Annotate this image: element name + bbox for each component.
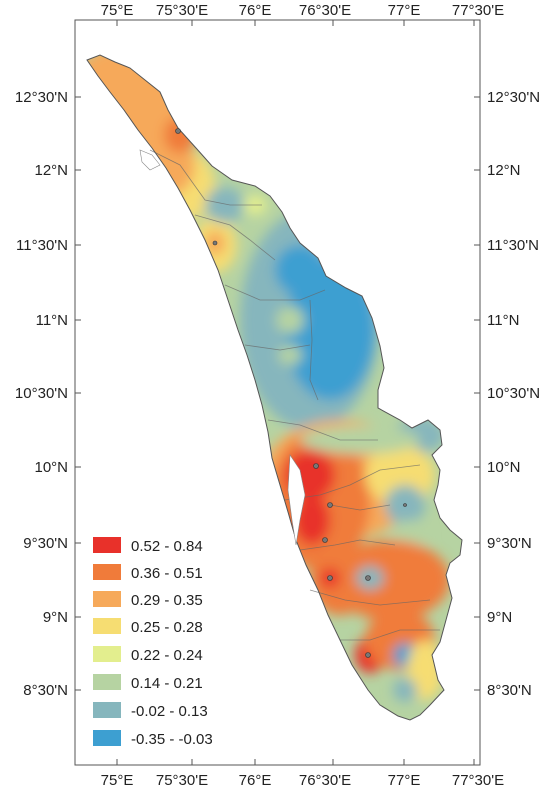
station-marker <box>327 575 333 581</box>
zone-palakkad-blue <box>285 260 375 400</box>
station-marker <box>313 463 319 469</box>
station-markers <box>175 128 407 658</box>
zone-wayanad-teal <box>205 187 245 223</box>
backwaters <box>139 149 306 546</box>
zone-south-teal <box>393 678 417 702</box>
legend-label-6: -0.02 - 0.13 <box>131 703 208 720</box>
x-tick-label: 77°E <box>388 2 421 19</box>
x-tick-labels-top: 75°E 75°30'E 76°E 76°30'E 77°E 77°30'E <box>101 2 504 19</box>
y-tick-label: 11°30'N <box>16 237 68 254</box>
district-boundaries <box>149 149 440 641</box>
legend-label-2: 0.29 - 0.35 <box>131 592 203 609</box>
zone-central-green <box>276 306 304 334</box>
x-tick-label: 75°E <box>101 2 134 19</box>
y-tick-label: 9°30'N <box>23 535 68 552</box>
frame-ticks <box>75 20 480 765</box>
zone-central-green-2 <box>278 345 302 365</box>
x-tick-label: 75°E <box>101 772 134 789</box>
station-marker <box>365 575 371 581</box>
legend-label-5: 0.14 - 0.21 <box>131 675 203 692</box>
y-tick-labels-right: 12°30'N 12°N 11°30'N 11°N 10°30'N 10°N 9… <box>487 89 540 699</box>
y-tick-labels-left: 12°30'N 12°N 11°30'N 11°N 10°30'N 10°N 9… <box>15 89 68 699</box>
y-tick-label: 9°N <box>43 609 68 626</box>
legend-swatch-7 <box>93 730 121 746</box>
legend-label-1: 0.36 - 0.51 <box>131 565 203 582</box>
y-tick-label: 12°N <box>487 162 521 179</box>
y-tick-label: 10°N <box>34 459 68 476</box>
station-marker <box>212 240 218 246</box>
station-marker <box>327 502 333 508</box>
legend-swatch-3 <box>93 618 121 634</box>
x-tick-label: 77°E <box>388 772 421 789</box>
station-marker <box>322 537 328 543</box>
y-tick-label: 11°N <box>36 312 68 329</box>
legend-swatch-5 <box>93 674 121 690</box>
x-tick-label: 77°30'E <box>452 2 504 19</box>
legend-swatch-6 <box>93 702 121 718</box>
zone-alappuzha-red <box>294 495 330 545</box>
zone-kottayam-orange <box>310 545 370 615</box>
x-tick-label: 76°30'E <box>299 2 351 19</box>
station-marker <box>403 503 407 507</box>
y-tick-label: 12°N <box>34 162 68 179</box>
x-tick-label: 76°E <box>239 2 272 19</box>
legend-label-7: -0.35 - -0.03 <box>131 731 213 748</box>
legend-swatch-2 <box>93 591 121 607</box>
x-tick-label: 77°30'E <box>452 772 504 789</box>
y-tick-label: 11°N <box>487 312 519 329</box>
legend: 0.52 - 0.84 0.36 - 0.51 0.29 - 0.35 0.25… <box>93 537 213 748</box>
legend-label-0: 0.52 - 0.84 <box>131 538 203 555</box>
kerala-outline <box>86 54 463 721</box>
y-tick-label: 10°30'N <box>15 385 68 402</box>
x-tick-label: 76°E <box>239 772 272 789</box>
y-tick-label: 9°N <box>487 609 512 626</box>
legend-swatch-0 <box>93 537 121 553</box>
y-tick-label: 8°30'N <box>487 682 532 699</box>
y-tick-label: 10°N <box>487 459 521 476</box>
x-tick-labels-bottom: 75°E 75°30'E 76°E 76°30'E 77°E 77°30'E <box>101 772 504 789</box>
station-marker <box>175 128 181 134</box>
y-tick-label: 11°30'N <box>487 237 539 254</box>
y-tick-label: 12°30'N <box>15 89 68 106</box>
y-tick-label: 10°30'N <box>487 385 540 402</box>
legend-swatch-1 <box>93 564 121 580</box>
x-tick-label: 75°30'E <box>156 772 208 789</box>
station-marker <box>365 652 371 658</box>
zone-blue-north <box>275 245 325 295</box>
legend-label-3: 0.25 - 0.28 <box>131 619 203 636</box>
legend-label-4: 0.22 - 0.24 <box>131 647 203 664</box>
legend-swatch-4 <box>93 646 121 662</box>
y-tick-label: 8°30'N <box>23 682 68 699</box>
y-tick-label: 12°30'N <box>487 89 540 106</box>
x-tick-label: 76°30'E <box>299 772 351 789</box>
y-tick-label: 9°30'N <box>487 535 532 552</box>
x-tick-label: 75°30'E <box>156 2 208 19</box>
